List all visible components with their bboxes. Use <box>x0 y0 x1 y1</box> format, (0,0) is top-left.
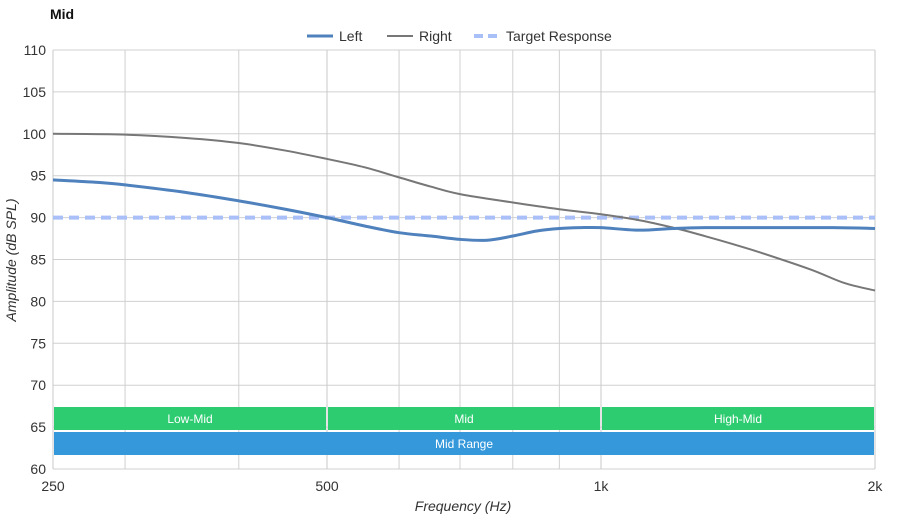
y-axis-label: Amplitude (dB SPL) <box>3 199 19 323</box>
legend-label-target-response: Target Response <box>506 28 612 44</box>
y-axis-ticks: 60 65 70 75 80 85 90 95 100 105 110 <box>23 42 47 477</box>
legend-label-left: Left <box>339 28 362 44</box>
band-mid <box>328 407 600 430</box>
y-tick-label: 85 <box>30 252 46 268</box>
band-label: Low-Mid <box>167 412 212 426</box>
x-axis-label: Frequency (Hz) <box>415 498 511 514</box>
band-mid-range <box>54 432 874 455</box>
series-lines <box>52 132 876 292</box>
chart-title: Mid <box>50 6 74 22</box>
frequency-bands: Low-Mid Mid High-Mid Mid Range <box>54 407 874 455</box>
band-label: Mid <box>454 412 473 426</box>
legend: Left Right Target Response <box>307 28 612 44</box>
band-label: High-Mid <box>714 412 762 426</box>
legend-label-right: Right <box>419 28 452 44</box>
series-line-right <box>52 132 876 292</box>
band-high-mid <box>602 407 874 430</box>
y-tick-label: 75 <box>30 335 46 351</box>
x-tick-label: 250 <box>41 478 65 494</box>
x-tick-label: 1k <box>594 478 610 494</box>
y-tick-label: 95 <box>30 168 46 184</box>
band-label: Mid Range <box>435 437 493 451</box>
series-line-left <box>52 178 876 242</box>
grid <box>52 49 876 470</box>
y-tick-label: 100 <box>23 126 47 142</box>
y-tick-label: 90 <box>30 210 46 226</box>
x-tick-label: 500 <box>315 478 339 494</box>
y-tick-label: 105 <box>23 84 47 100</box>
y-tick-label: 65 <box>30 419 46 435</box>
x-axis-ticks: 250 500 1k 2k <box>41 478 883 494</box>
band-low-mid <box>54 407 326 430</box>
x-tick-label: 2k <box>868 478 884 494</box>
y-tick-label: 70 <box>30 377 46 393</box>
y-tick-label: 80 <box>30 293 46 309</box>
y-tick-label: 110 <box>24 42 47 58</box>
y-tick-label: 60 <box>30 461 46 477</box>
